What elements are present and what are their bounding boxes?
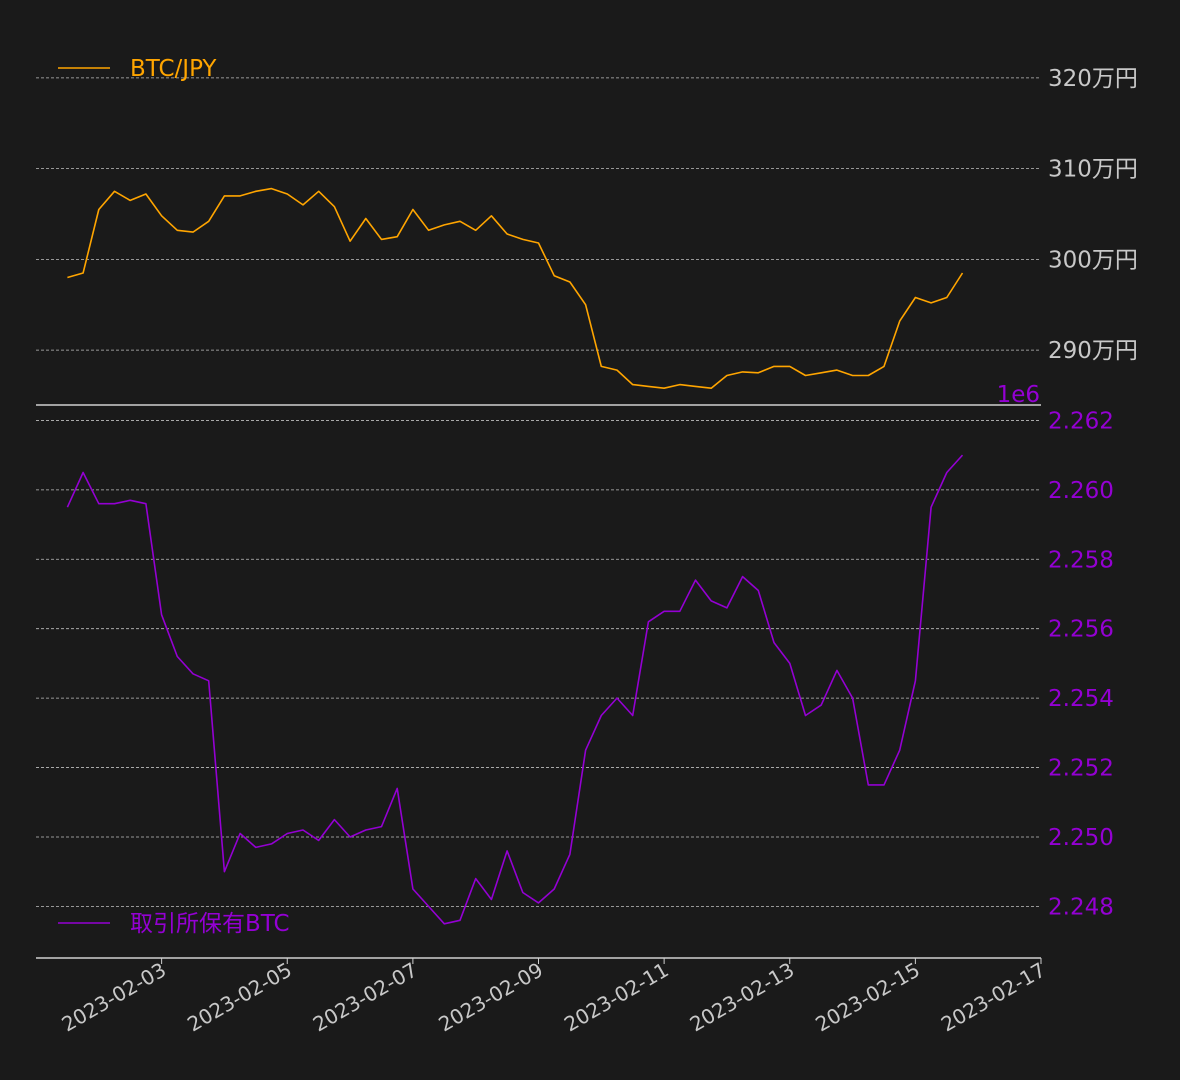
- y-tick-label: 320万円: [1048, 66, 1138, 92]
- holdings-gridlines: [36, 420, 1041, 907]
- y-tick-label: 300万円: [1048, 247, 1138, 273]
- x-tick-label: 2023-02-03: [57, 958, 170, 1037]
- holdings-axis-offset-label: 1e6: [997, 382, 1040, 408]
- y-tick-label: 2.254: [1048, 686, 1114, 712]
- y-tick-label: 2.252: [1048, 756, 1114, 782]
- x-tick-label: 2023-02-07: [309, 958, 422, 1037]
- x-tick-label: 2023-02-17: [937, 958, 1050, 1037]
- btc-jpy-price-line: [67, 187, 964, 389]
- y-tick-label: 310万円: [1048, 157, 1138, 183]
- y-tick-label: 2.262: [1048, 408, 1114, 434]
- price-y-tick-labels: 290万円 300万円 310万円 320万円: [1048, 66, 1138, 364]
- x-tick-label: 2023-02-11: [560, 958, 673, 1037]
- price-gridlines: [36, 77, 1041, 351]
- y-tick-label: 2.258: [1048, 547, 1114, 573]
- x-tick-label: 2023-02-13: [686, 958, 799, 1037]
- x-tick-label: 2023-02-15: [811, 958, 924, 1037]
- holdings-y-tick-labels: 2.248 2.250 2.252 2.254 2.256 2.258 2.260 2.262: [1048, 408, 1114, 920]
- y-tick-label: 2.256: [1048, 617, 1114, 643]
- y-tick-label: 2.248: [1048, 894, 1114, 920]
- exchange-btc-holdings-line: [66, 454, 964, 925]
- y-tick-label: 2.260: [1048, 478, 1114, 504]
- y-tick-label: 2.250: [1048, 825, 1114, 851]
- x-tick-label: 2023-02-05: [183, 958, 296, 1037]
- y-tick-label: 290万円: [1048, 338, 1138, 364]
- exchange-holdings-panel: 2.248 2.250 2.252 2.254 2.256 2.258 2.260 2.262…: [36, 382, 1114, 937]
- holdings-legend: 取引所保有BTC: [58, 911, 290, 937]
- x-axis-tick-labels: 2023-02-03 2023-02-05 2023-02-07 2023-02-09…: [57, 958, 1049, 1037]
- btc-jpy-legend-label: BTC/JPY: [130, 56, 217, 82]
- holdings-legend-label: 取引所保有BTC: [130, 911, 290, 937]
- price-legend: BTC/JPY: [58, 56, 217, 82]
- price-panel: 290万円 300万円 310万円 320万円 BTC/JPY: [36, 56, 1138, 389]
- x-tick-label: 2023-02-09: [434, 958, 547, 1037]
